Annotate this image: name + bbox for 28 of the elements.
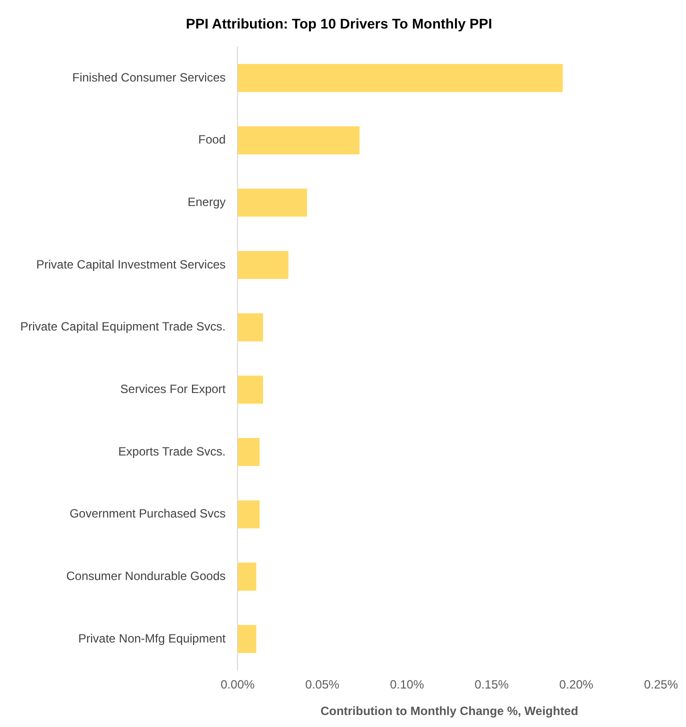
bar <box>238 562 256 591</box>
bar <box>238 64 563 92</box>
bar <box>238 500 260 528</box>
y-tick-label: Services For Export <box>120 382 226 396</box>
x-tick-label: 0.10% <box>390 678 424 692</box>
bar <box>238 250 288 280</box>
x-tick-label: 0.20% <box>559 678 594 692</box>
bar <box>238 376 264 404</box>
bar <box>238 625 256 654</box>
x-tick-label: 0.00% <box>220 678 255 692</box>
y-tick-label: Government Purchased Svcs <box>70 506 226 521</box>
y-tick-label: Private Capital Investment Services <box>36 257 226 272</box>
y-tick-label: Finished Consumer Services <box>72 70 226 84</box>
y-tick-label: Private Non-Mfg Equipment <box>78 631 226 646</box>
y-tick-label: Energy <box>188 194 226 209</box>
y-tick-label: Food <box>198 132 226 147</box>
bar <box>238 438 260 466</box>
bar <box>238 126 360 154</box>
y-tick-label: Exports Trade Svcs. <box>118 444 226 458</box>
y-tick-label: Private Capital Equipment Trade Svcs. <box>20 320 226 334</box>
bar <box>238 188 308 217</box>
x-axis-title: Contribution to Monthly Change %, Weighted <box>320 704 578 718</box>
x-tick-label: 0.15% <box>474 678 509 692</box>
x-tick-label: 0.25% <box>644 678 678 692</box>
bar <box>238 313 264 342</box>
y-tick-label: Consumer Nondurable Goods <box>66 569 226 584</box>
x-tick-label: 0.05% <box>305 678 340 692</box>
chart-title: PPI Attribution: Top 10 Drivers To Monthly PPI <box>186 15 492 32</box>
